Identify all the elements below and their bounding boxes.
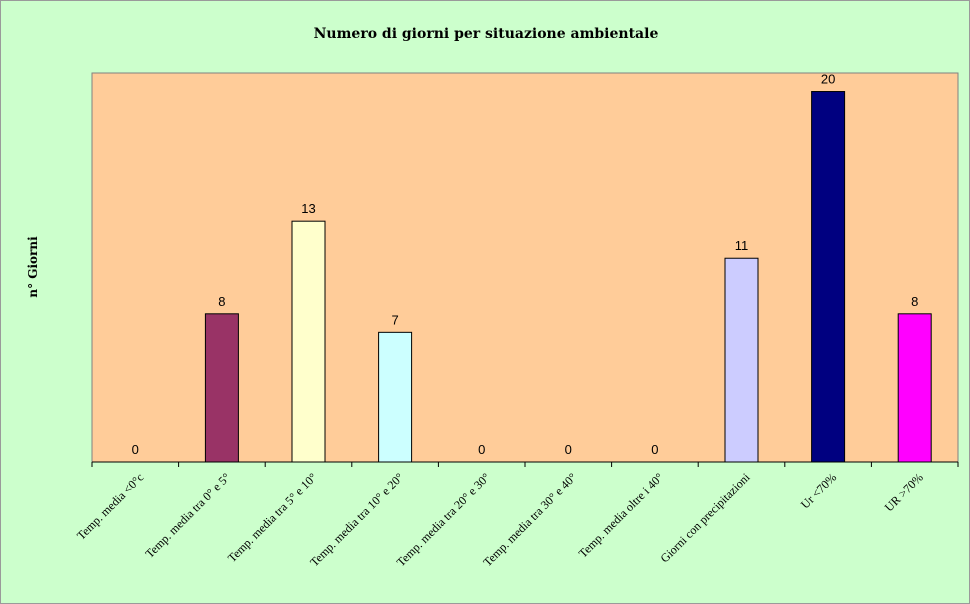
data-label-6: 0 xyxy=(565,442,572,457)
bar-8 xyxy=(724,257,759,463)
x-tick-label-6: Temp. media tra 30° e 40° xyxy=(480,470,579,569)
data-label-1: 0 xyxy=(132,442,139,457)
data-label-4: 7 xyxy=(391,312,398,327)
x-tick-label-9: Ur <70% xyxy=(798,470,839,511)
data-label-2: 8 xyxy=(218,294,225,309)
bar-4 xyxy=(378,331,413,463)
x-ticks-group xyxy=(91,462,959,467)
bar-3 xyxy=(291,220,326,463)
data-label-10: 8 xyxy=(911,294,918,309)
data-label-5: 0 xyxy=(478,442,485,457)
bar-10 xyxy=(897,313,932,463)
chart-title: Numero di giorni per situazione ambienta… xyxy=(314,26,659,42)
y-axis-label: n° Giorni xyxy=(26,236,40,298)
x-tick-label-10: UR >70% xyxy=(882,470,926,514)
x-tick-label-2: Temp. media tra 0° e 5° xyxy=(142,470,233,561)
bar-2 xyxy=(204,313,239,463)
x-tick-label-5: Temp. media tra 20° e 30° xyxy=(394,470,493,569)
x-tick-label-7: Temp. media oltre i 40° xyxy=(576,470,666,560)
x-tick-label-8: Giorni con precipitazioni xyxy=(657,470,753,566)
data-labels-group: 0 8 13 7 0 0 0 11 20 8 xyxy=(132,72,919,457)
x-tick-label-3: Temp. media tra 5° e 10° xyxy=(225,470,320,565)
data-label-3: 13 xyxy=(301,201,315,216)
data-label-7: 0 xyxy=(651,442,658,457)
bar-9 xyxy=(811,91,846,463)
data-label-9: 20 xyxy=(821,72,835,87)
data-label-8: 11 xyxy=(735,238,749,253)
bars-group xyxy=(204,91,932,463)
x-tick-label-1: Temp. media <0°c xyxy=(74,470,146,542)
x-tick-label-4: Temp. media tra 10° e 20° xyxy=(307,470,406,569)
